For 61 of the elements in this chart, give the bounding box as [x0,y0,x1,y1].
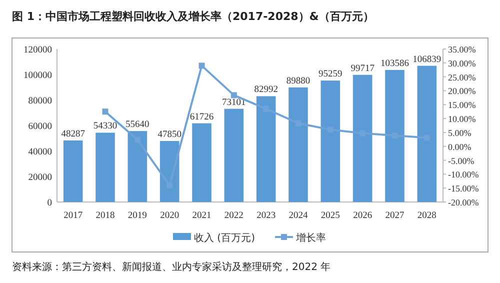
data-label: 82992 [254,85,278,96]
data-label: 47850 [158,130,182,140]
bar [224,108,244,202]
legend-label: 增长率 [295,232,326,244]
y-tick-label: 20000 [28,173,52,183]
data-label: 99717 [350,64,375,74]
y2-tick-label: 15.00% [448,100,476,110]
y2-tick-label: 35.00% [448,44,476,54]
bar [417,66,437,202]
y2-tick-label: 0.00% [448,142,472,152]
bar [96,132,115,202]
bar [385,70,404,202]
bar [63,140,83,202]
data-label: 61726 [190,112,214,122]
data-label: 106839 [412,54,442,65]
y-tick-label: 120000 [24,46,52,56]
y2-tick-label: 10.00% [448,114,476,124]
y-tick-label: 0 [47,198,52,208]
point [198,62,205,69]
data-label: 103586 [380,58,410,69]
data-label: 89880 [286,76,310,86]
text: 资料来源：第三方资料、新闻报道、业内专家采访及整理研究，2022 年 [12,261,331,273]
bar [128,131,148,202]
bar [256,96,276,202]
y-tick-label: 40000 [28,148,52,158]
x-tick-label: 2024 [288,211,308,221]
x-tick-label: 2017 [64,211,83,221]
data-label: 73101 [222,98,246,108]
data-label: 48287 [61,129,86,140]
bar [352,74,372,202]
x-tick-label: 2026 [353,211,372,221]
point [102,108,108,115]
chart-title: 图 1：中国市场工程塑料回收收入及增长率（2017-2028）&（百万元） [12,10,374,23]
y2-tick-label: 25.00% [448,72,476,82]
y2-tick-label: -20.00% [448,198,480,208]
y2-tick-label: 5.00% [448,128,472,138]
bar [320,80,340,202]
y2-tick-label: 20.00% [448,86,476,96]
legend-label: 收入 (百万元) [194,232,256,244]
y-tick-label: 60000 [28,122,52,132]
data-label: 55640 [126,120,150,130]
y2-tick-label: -10.00% [448,170,480,180]
x-tick-label: 2027 [385,211,404,221]
y2-tick-label: -15.00% [448,184,480,194]
x-tick-label: 2021 [192,211,212,221]
bar [288,87,308,202]
y2-tick-label: 30.00% [448,58,476,68]
point [230,92,237,98]
x-tick-label: 2023 [256,211,276,221]
x-tick-label: 2028 [417,211,437,221]
bar [192,123,212,202]
y-tick-label: 100000 [24,71,52,81]
x-tick-label: 2019 [128,211,148,221]
x-tick-label: 2020 [160,211,180,221]
data-label: 95259 [318,70,343,80]
x-tick-label: 2022 [224,211,244,221]
x-tick-label: 2018 [96,211,115,221]
y2-tick-label: -5.00% [448,156,475,166]
y-tick-label: 80000 [28,96,52,106]
data-label: 54330 [93,122,118,132]
x-tick-label: 2025 [320,211,340,221]
